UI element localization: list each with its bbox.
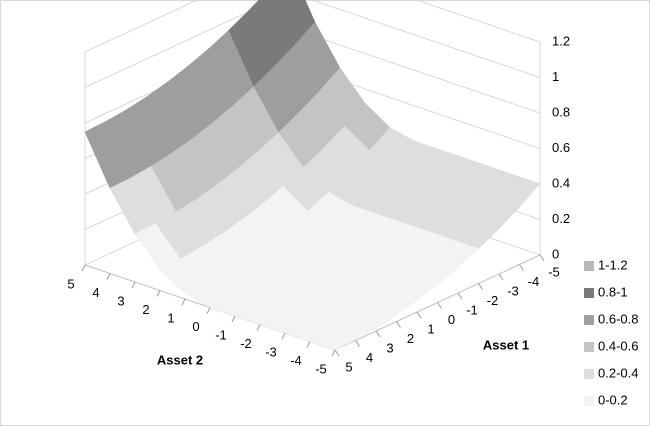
legend-label: 0-0.2 (598, 392, 628, 407)
legend-swatch (584, 315, 594, 325)
asset1-tick-label: 5 (345, 359, 352, 374)
asset2-tick-label: -3 (265, 344, 277, 359)
x-tick (106, 273, 111, 280)
asset1-tick-label: -3 (507, 283, 519, 298)
asset1-tick-label: 3 (386, 340, 393, 355)
x-tick (181, 298, 186, 306)
legend-label: 0.4-0.6 (598, 338, 638, 353)
asset1-tick-label: 1 (427, 321, 434, 336)
z-tick-label: 0.6 (552, 140, 570, 155)
x-tick (81, 264, 86, 272)
y-tick (437, 302, 442, 309)
asset2-tick-label: -4 (290, 353, 302, 368)
y-tick (539, 254, 545, 262)
asset2-tick-label: -2 (240, 336, 252, 351)
legend-swatch (584, 261, 594, 271)
z-tick-label: 0.8 (552, 104, 570, 119)
asset1-tick-label: -4 (528, 274, 540, 289)
asset1-tick-label: 0 (448, 312, 455, 327)
x-tick (256, 324, 261, 331)
asset1-tick-label: 2 (407, 331, 414, 346)
x-axis-title: Asset 1 (483, 337, 529, 352)
z-tick-label: 1 (552, 69, 559, 84)
legend-label: 0.6-0.8 (598, 311, 638, 326)
x-tick (306, 341, 311, 348)
z-tick-label: 0 (552, 246, 559, 261)
legend-swatch (584, 342, 594, 352)
grid-line (84, 0, 541, 88)
asset2-tick-label: 0 (192, 319, 199, 334)
asset1-tick-label: 4 (366, 350, 373, 365)
y-tick (519, 264, 524, 271)
asset2-tick-label: 1 (167, 310, 174, 325)
legend-label: 0.2-0.4 (598, 365, 638, 380)
asset1-tick-label: -1 (466, 302, 478, 317)
x-tick (131, 281, 136, 289)
legend-swatch (584, 396, 594, 406)
x-tick (156, 290, 161, 297)
y-tick (396, 321, 401, 328)
y-axis-title: Asset 2 (157, 352, 203, 367)
asset1-tick-label: -5 (548, 264, 560, 279)
legend-label: 0.8-1 (598, 284, 628, 299)
asset2-tick-label: 2 (142, 302, 149, 317)
legend-swatch (584, 288, 594, 298)
y-tick (457, 292, 463, 300)
asset2-tick-label: -1 (215, 327, 227, 342)
x-tick (206, 307, 211, 314)
x-tick (231, 315, 236, 323)
x-tick (281, 332, 286, 340)
asset2-tick-label: 3 (117, 293, 124, 308)
asset2-tick-label: 4 (92, 285, 99, 300)
y-tick (416, 311, 422, 319)
y-tick (334, 349, 340, 357)
y-tick (478, 283, 483, 290)
y-tick (355, 340, 360, 347)
asset1-tick-label: -2 (487, 293, 499, 308)
y-tick (375, 330, 381, 338)
grid-line (84, 0, 541, 53)
legend-swatch (584, 369, 594, 379)
z-tick-label: 0.2 (552, 211, 570, 226)
z-tick-label: 0.4 (552, 175, 570, 190)
y-tick (498, 273, 504, 281)
legend-label: 1-1.2 (598, 257, 628, 272)
x-tick (331, 349, 336, 357)
asset2-tick-label: -5 (315, 361, 327, 376)
z-tick-label: 1.2 (552, 33, 570, 48)
asset2-tick-label: 5 (67, 276, 74, 291)
